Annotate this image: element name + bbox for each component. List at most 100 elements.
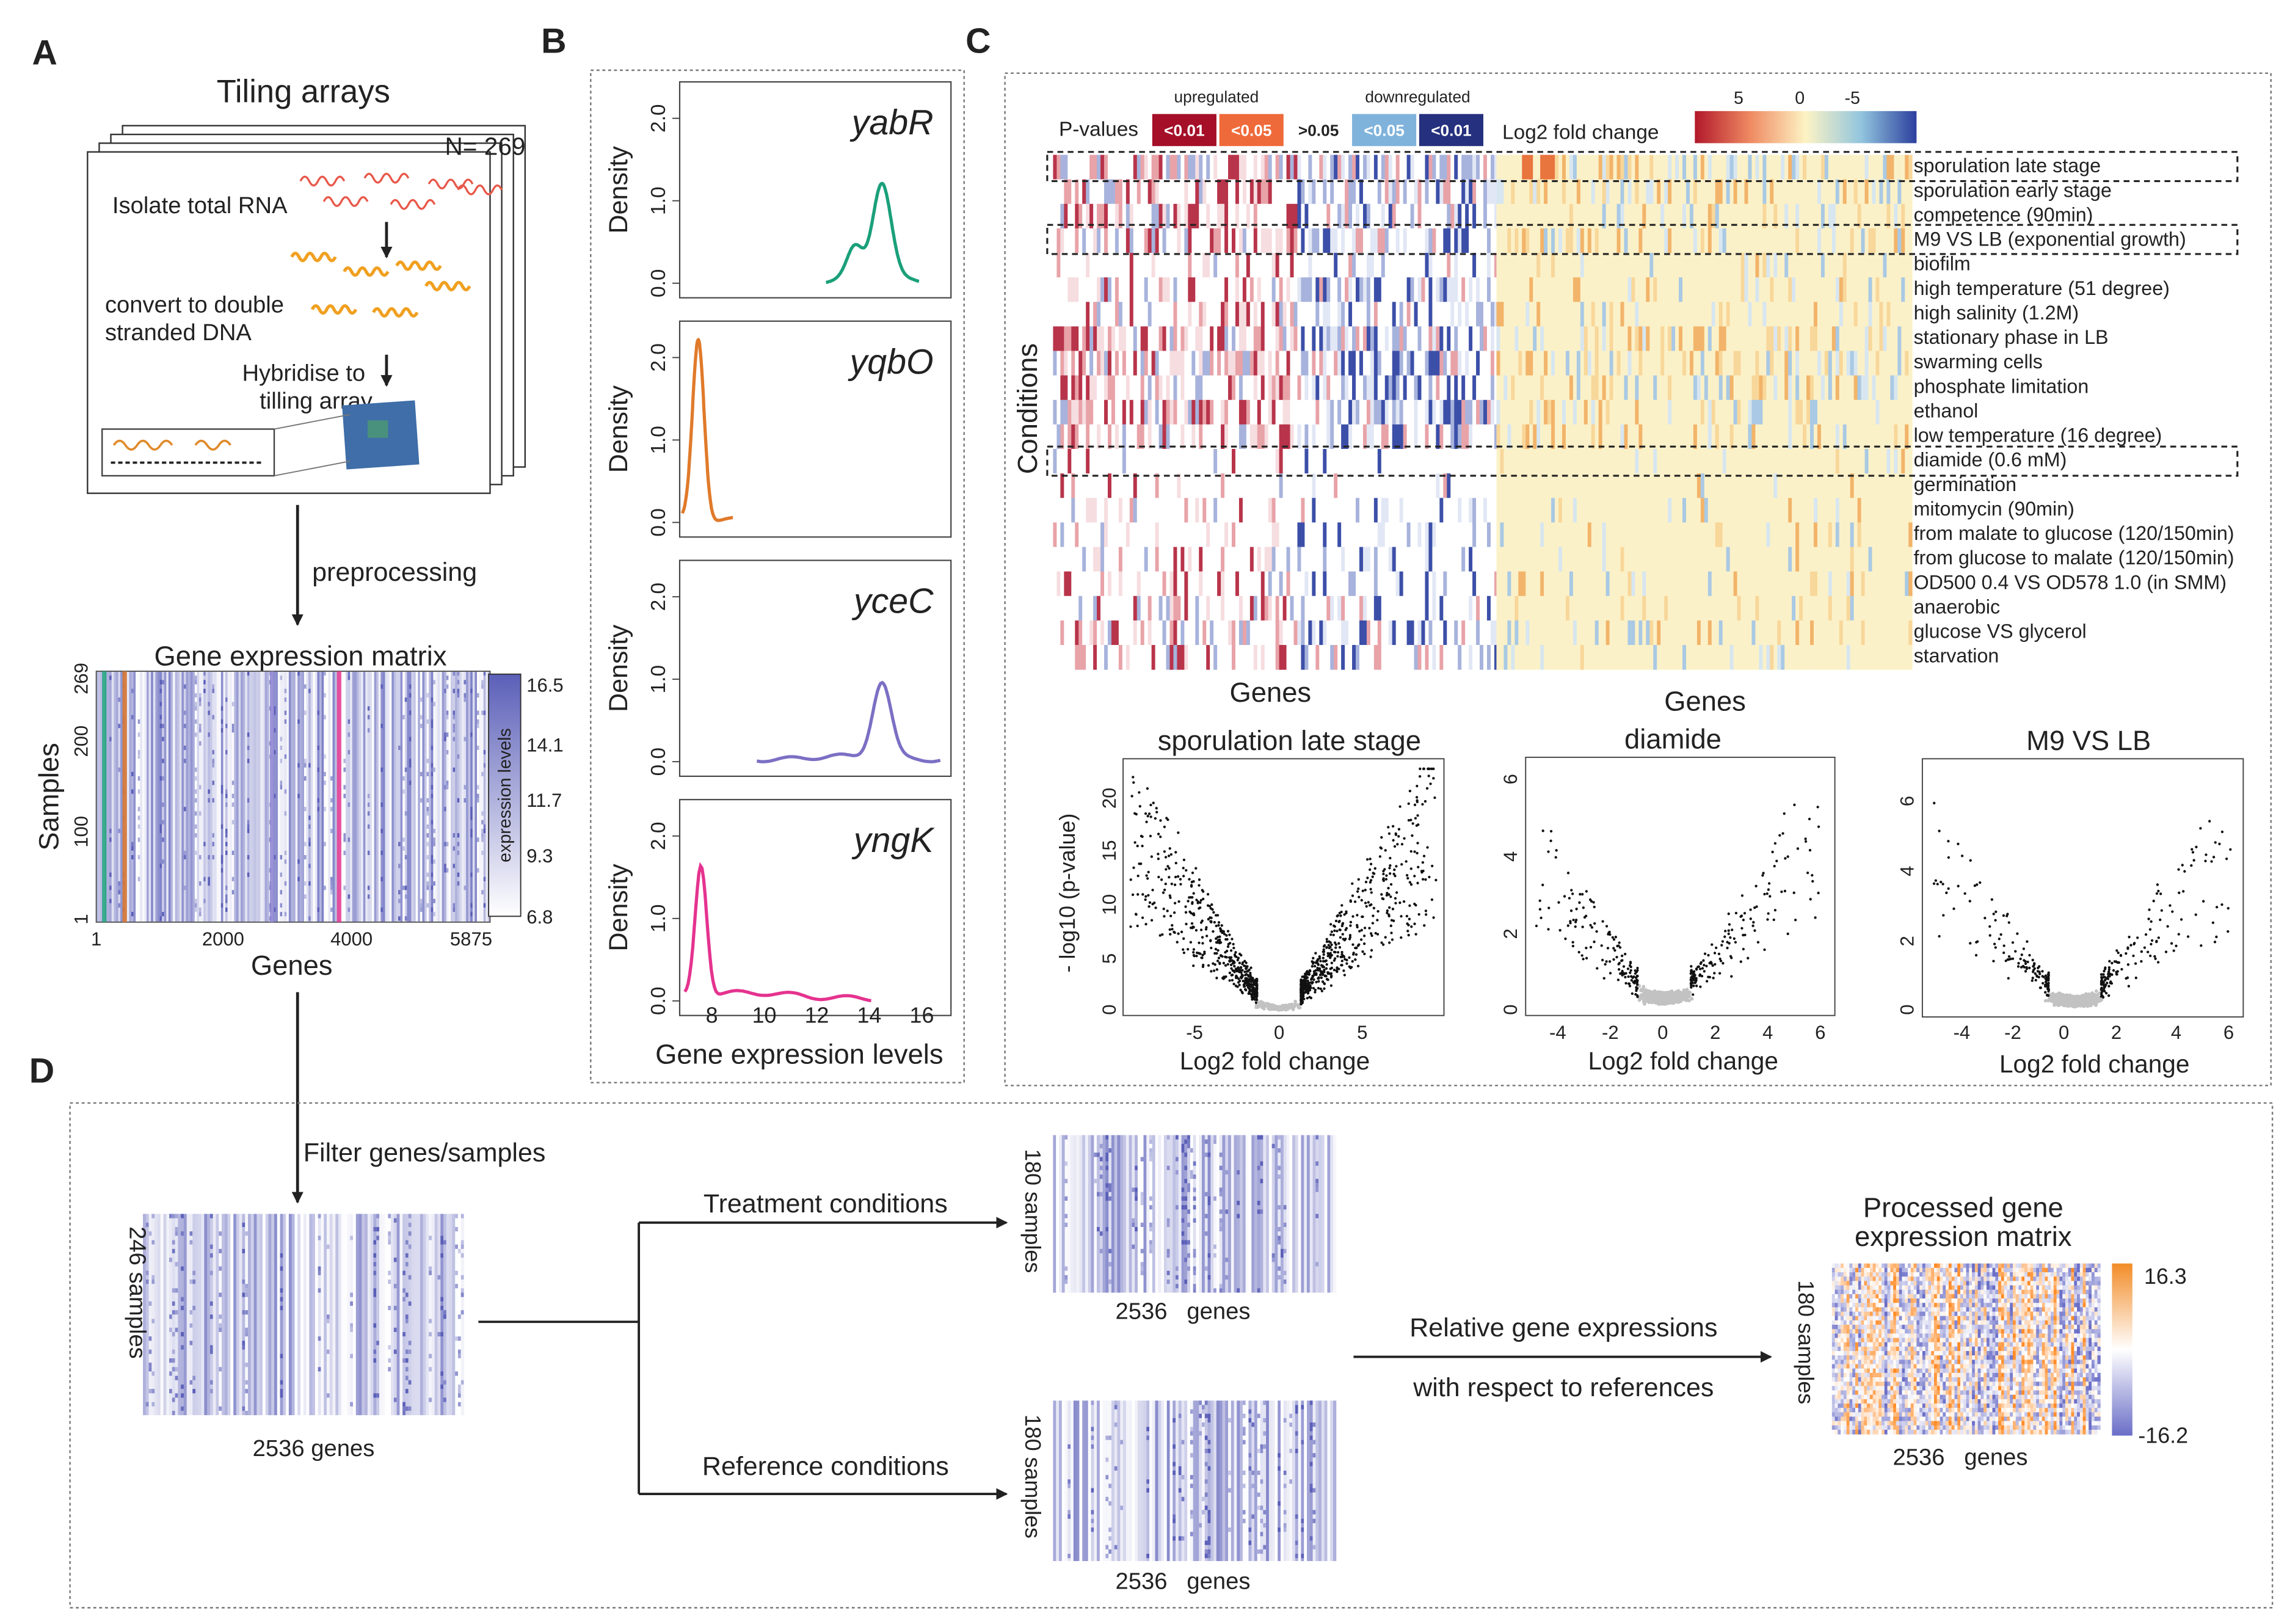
pvalue-cell: [1228, 547, 1232, 572]
logfc-cell: [1496, 277, 1500, 302]
logfc-cell: [1864, 302, 1869, 327]
pvalue-cell: [1122, 302, 1127, 327]
pvalue-cell: [1348, 179, 1353, 205]
pvalue-cell: [1140, 547, 1145, 572]
pvalue-cell: [1432, 179, 1436, 205]
logfc-cell: [1748, 473, 1752, 498]
matrix-cell: [453, 710, 456, 715]
pvalue-cell: [1228, 179, 1232, 205]
matrix-column: [472, 671, 475, 922]
logfc-cell: [1616, 277, 1621, 302]
pvalue-cell: [1114, 326, 1119, 352]
pvalue-cell: [1293, 277, 1298, 302]
logfc-cell: [1609, 351, 1614, 376]
matrix-cell: [481, 890, 484, 895]
pvalue-cell: [1381, 645, 1386, 670]
logfc-cell: [1646, 399, 1650, 425]
pvalue-cell: [1053, 326, 1057, 352]
pvalue-cell: [1293, 375, 1298, 401]
pvalue-cell: [1432, 449, 1436, 474]
matrix-cell: [137, 789, 140, 794]
pvalue-cell: [1341, 595, 1345, 621]
matrix-cell: [220, 728, 224, 733]
pvalue-cell: [1472, 571, 1477, 597]
pvalue-cell: [1231, 155, 1236, 180]
pvalue-cell: [1097, 449, 1101, 474]
pvalue-cell: [1206, 179, 1210, 205]
matrix-cell: [137, 876, 140, 881]
pvalue-cell: [1136, 399, 1141, 425]
pvalue-cell: [1067, 571, 1072, 597]
pvalue-cell: [1410, 498, 1415, 523]
pvalue-cell: [1443, 424, 1447, 450]
matrix-cell: [304, 759, 307, 763]
matrix-cell: [464, 886, 467, 890]
pvalue-cell: [1067, 473, 1072, 498]
logfc-cell: [1627, 424, 1632, 450]
pvalue-cell: [1370, 645, 1375, 670]
logfc-cell: [1700, 179, 1705, 205]
logfc-cell: [1792, 228, 1796, 253]
logfc-cell: [1744, 424, 1748, 450]
matrix-column: [220, 671, 224, 922]
logfc-cell: [1704, 399, 1709, 425]
logfc-cell: [1795, 473, 1800, 498]
pvalue-cell: [1414, 473, 1418, 498]
matrix-column: [354, 671, 357, 922]
pvalue-cell: [1129, 179, 1134, 205]
pvalue-cell: [1370, 228, 1375, 253]
pvalue-cell: [1356, 473, 1360, 498]
pvalue-cell: [1301, 547, 1305, 572]
logfc-cell: [1718, 399, 1723, 425]
pvalue-cell: [1111, 228, 1116, 253]
logfc-cell: [1536, 351, 1541, 376]
logfc-cell: [1722, 498, 1727, 523]
pvalue-cell: [1104, 253, 1108, 278]
pvalue-cell: [1461, 498, 1466, 523]
pvalue-cell: [1213, 620, 1218, 646]
matrix-cell: [367, 715, 370, 719]
pvalue-cell: [1199, 620, 1203, 646]
logfc-cell: [1675, 155, 1679, 180]
pvalue-cell: [1191, 449, 1196, 474]
pvalue-cell: [1147, 522, 1152, 548]
matrix-column: [468, 671, 471, 922]
pvalue-cell: [1392, 203, 1397, 229]
logfc-cell: [1544, 473, 1548, 498]
pvalue-cell: [1129, 498, 1134, 523]
pvalue-cell: [1483, 620, 1488, 646]
logfc-cell: [1744, 228, 1748, 253]
pvalue-cell: [1465, 375, 1469, 401]
density-curve-yqbO: [680, 337, 733, 522]
logfc-cell: [1598, 326, 1603, 352]
matrix-cell: [225, 749, 228, 755]
matrix-cell: [225, 828, 228, 834]
pvalue-cell: [1480, 155, 1484, 180]
pvalue-cell: [1231, 326, 1236, 352]
pvalue-cell: [1392, 375, 1397, 401]
pvalue-cell: [1060, 203, 1064, 229]
pvalue-cell: [1235, 277, 1240, 302]
logfc-cell: [1675, 449, 1679, 474]
pvalue-cell: [1133, 302, 1138, 327]
logfc-cell: [1853, 351, 1858, 376]
matrix-column: [415, 671, 418, 922]
matrix-column: [382, 671, 386, 922]
pvalue-cell: [1089, 351, 1094, 376]
logfc-cell: [1820, 277, 1825, 302]
logfc-cell: [1500, 351, 1504, 376]
pvalue-cell: [1356, 595, 1360, 621]
pvalue-cell: [1345, 620, 1349, 646]
logfc-cell: [1507, 277, 1511, 302]
pvalue-cell: [1286, 473, 1291, 498]
pvalue-cell: [1436, 302, 1440, 327]
matrix-column: [275, 671, 278, 922]
logfc-cell: [1500, 203, 1504, 229]
pvalue-cell: [1454, 595, 1458, 621]
pvalue-cell: [1107, 522, 1112, 548]
logfc-cell: [1806, 424, 1811, 450]
logfc-cell: [1507, 203, 1511, 229]
pvalue-cell: [1458, 228, 1462, 253]
logfc-cell: [1773, 253, 1778, 278]
pvalue-cell: [1184, 620, 1188, 646]
